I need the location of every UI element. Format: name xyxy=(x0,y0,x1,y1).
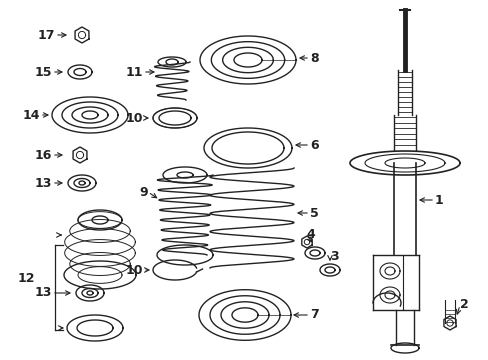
Polygon shape xyxy=(73,147,87,163)
Text: 12: 12 xyxy=(18,271,36,284)
Polygon shape xyxy=(397,70,411,115)
Polygon shape xyxy=(395,310,413,345)
Polygon shape xyxy=(153,108,197,128)
Polygon shape xyxy=(52,97,128,133)
Polygon shape xyxy=(379,287,399,303)
Polygon shape xyxy=(305,247,325,259)
Polygon shape xyxy=(163,167,206,183)
Polygon shape xyxy=(379,263,399,279)
Polygon shape xyxy=(75,27,89,43)
Polygon shape xyxy=(64,229,135,255)
Polygon shape xyxy=(393,163,415,255)
Text: 10: 10 xyxy=(125,112,142,125)
Text: 11: 11 xyxy=(125,66,142,78)
Text: 15: 15 xyxy=(35,66,52,78)
Polygon shape xyxy=(78,267,122,283)
Text: 13: 13 xyxy=(35,176,52,189)
Text: 16: 16 xyxy=(35,149,52,162)
Polygon shape xyxy=(70,252,130,275)
Text: 8: 8 xyxy=(309,51,318,64)
Polygon shape xyxy=(78,210,122,230)
Text: 5: 5 xyxy=(309,207,318,220)
Text: 1: 1 xyxy=(434,194,443,207)
Polygon shape xyxy=(64,240,135,266)
Text: 14: 14 xyxy=(22,108,40,122)
Text: 13: 13 xyxy=(35,287,52,300)
Text: 2: 2 xyxy=(459,298,468,311)
Polygon shape xyxy=(62,102,118,128)
Polygon shape xyxy=(67,315,123,341)
Polygon shape xyxy=(372,255,418,310)
Polygon shape xyxy=(158,57,185,67)
Text: 10: 10 xyxy=(125,264,142,276)
Polygon shape xyxy=(68,175,96,191)
Polygon shape xyxy=(70,220,130,243)
Polygon shape xyxy=(443,316,455,330)
Polygon shape xyxy=(72,107,108,123)
Polygon shape xyxy=(82,111,98,119)
Polygon shape xyxy=(157,245,213,265)
Polygon shape xyxy=(76,285,104,301)
Text: 3: 3 xyxy=(329,249,338,262)
Polygon shape xyxy=(68,65,92,79)
Polygon shape xyxy=(78,212,122,228)
Polygon shape xyxy=(349,151,459,175)
Polygon shape xyxy=(390,343,418,353)
Polygon shape xyxy=(64,261,136,289)
Text: 9: 9 xyxy=(139,185,148,198)
Text: 4: 4 xyxy=(305,228,314,240)
Text: 6: 6 xyxy=(309,139,318,152)
Polygon shape xyxy=(393,115,415,150)
Polygon shape xyxy=(203,128,291,168)
Polygon shape xyxy=(319,264,339,276)
Polygon shape xyxy=(301,236,311,248)
Text: 7: 7 xyxy=(309,309,318,321)
Text: 17: 17 xyxy=(38,28,55,41)
